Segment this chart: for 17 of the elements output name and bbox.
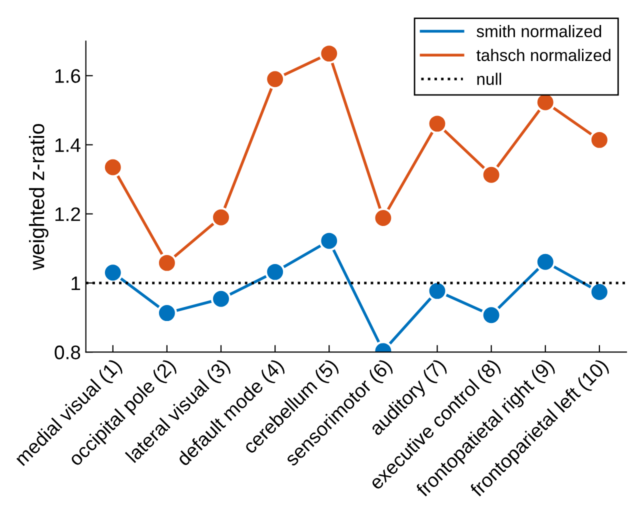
y-tick-label: 0.8 <box>54 346 80 360</box>
point <box>535 252 556 272</box>
point <box>210 288 232 309</box>
y-axis-title: weighted z-ratio <box>28 124 48 270</box>
legend-label: tahsch normalized <box>476 48 610 62</box>
point <box>102 262 123 283</box>
y-tick-label: 1.2 <box>55 207 80 221</box>
point <box>427 114 448 134</box>
point <box>319 230 340 251</box>
legend-label: smith normalized <box>476 25 602 38</box>
y-tick-label: 1.4 <box>55 138 80 152</box>
y-tick-label: 1.6 <box>55 69 80 83</box>
legend-label: null <box>477 72 502 86</box>
y-tick-label: 1 <box>72 276 80 290</box>
point <box>481 164 502 185</box>
point <box>102 157 123 178</box>
point <box>481 305 502 326</box>
